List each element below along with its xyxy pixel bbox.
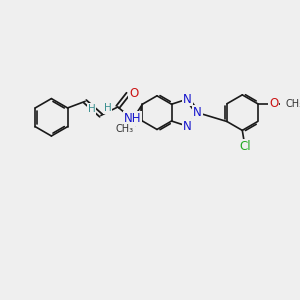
Text: H: H <box>88 104 95 114</box>
Text: N: N <box>193 106 202 119</box>
Text: NH: NH <box>124 112 141 125</box>
Text: N: N <box>183 120 192 133</box>
Text: Cl: Cl <box>239 140 251 153</box>
Text: CH₃: CH₃ <box>116 124 134 134</box>
Text: N: N <box>183 92 192 106</box>
Text: CH₃: CH₃ <box>285 99 300 109</box>
Text: H: H <box>103 103 111 113</box>
Text: O: O <box>269 97 278 110</box>
Text: O: O <box>129 87 138 101</box>
